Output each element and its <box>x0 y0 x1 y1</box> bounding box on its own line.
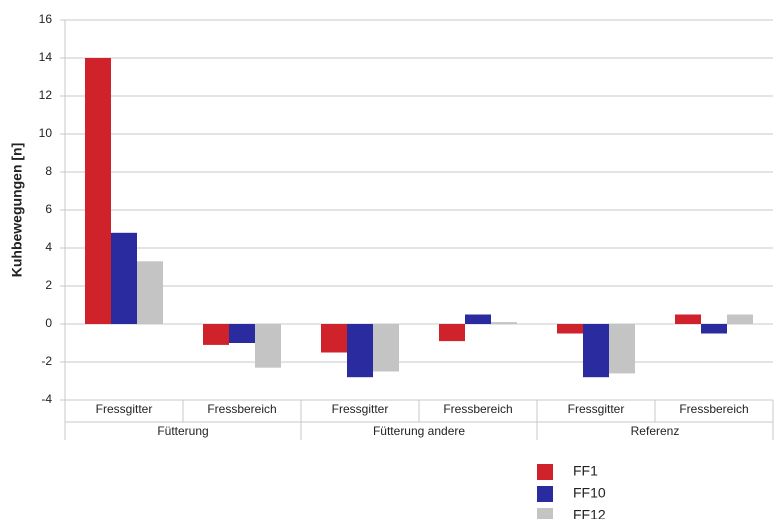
y-tick-label: 16 <box>39 12 53 26</box>
y-tick-label: 2 <box>45 278 52 292</box>
bar <box>727 314 753 324</box>
y-tick-label: -2 <box>41 354 52 368</box>
x-tick-label: Fressbereich <box>679 402 748 416</box>
y-tick-label: -4 <box>41 392 52 406</box>
legend-swatch <box>537 464 553 480</box>
bar <box>347 324 373 378</box>
y-tick-label: 8 <box>45 164 52 178</box>
legend-label: FF10 <box>573 485 606 501</box>
x-tick-label: Fressbereich <box>443 402 512 416</box>
bar <box>373 324 399 372</box>
bar <box>203 324 229 345</box>
y-tick-label: 6 <box>45 202 52 216</box>
bar <box>111 232 137 324</box>
x-tick-label: Fressbereich <box>207 402 276 416</box>
y-tick-label: 14 <box>39 50 53 64</box>
bar <box>85 58 111 324</box>
bar <box>557 324 583 334</box>
x-tick-label: Fressgitter <box>332 402 389 416</box>
legend-swatch <box>537 486 553 502</box>
bar <box>609 324 635 374</box>
bar <box>465 314 491 324</box>
bar <box>439 324 465 342</box>
bar <box>137 261 163 324</box>
legend-label: FF1 <box>573 463 598 479</box>
bar <box>491 322 517 324</box>
x-tick-label: Fressgitter <box>96 402 153 416</box>
y-tick-label: 0 <box>45 316 52 330</box>
bar <box>701 324 727 334</box>
group-label: Fütterung <box>157 424 208 438</box>
bar <box>321 324 347 353</box>
y-tick-label: 10 <box>39 126 53 140</box>
bar <box>675 314 701 324</box>
legend-label: FF12 <box>573 507 606 519</box>
x-tick-label: Fressgitter <box>568 402 625 416</box>
y-axis-label: Kuhbewegungen [n] <box>9 143 25 278</box>
bar <box>583 324 609 378</box>
y-tick-label: 4 <box>45 240 52 254</box>
bar <box>229 324 255 343</box>
group-label: Fütterung andere <box>373 424 465 438</box>
bar <box>255 324 281 368</box>
group-label: Referenz <box>631 424 680 438</box>
legend-swatch <box>537 508 553 519</box>
y-tick-label: 12 <box>39 88 53 102</box>
